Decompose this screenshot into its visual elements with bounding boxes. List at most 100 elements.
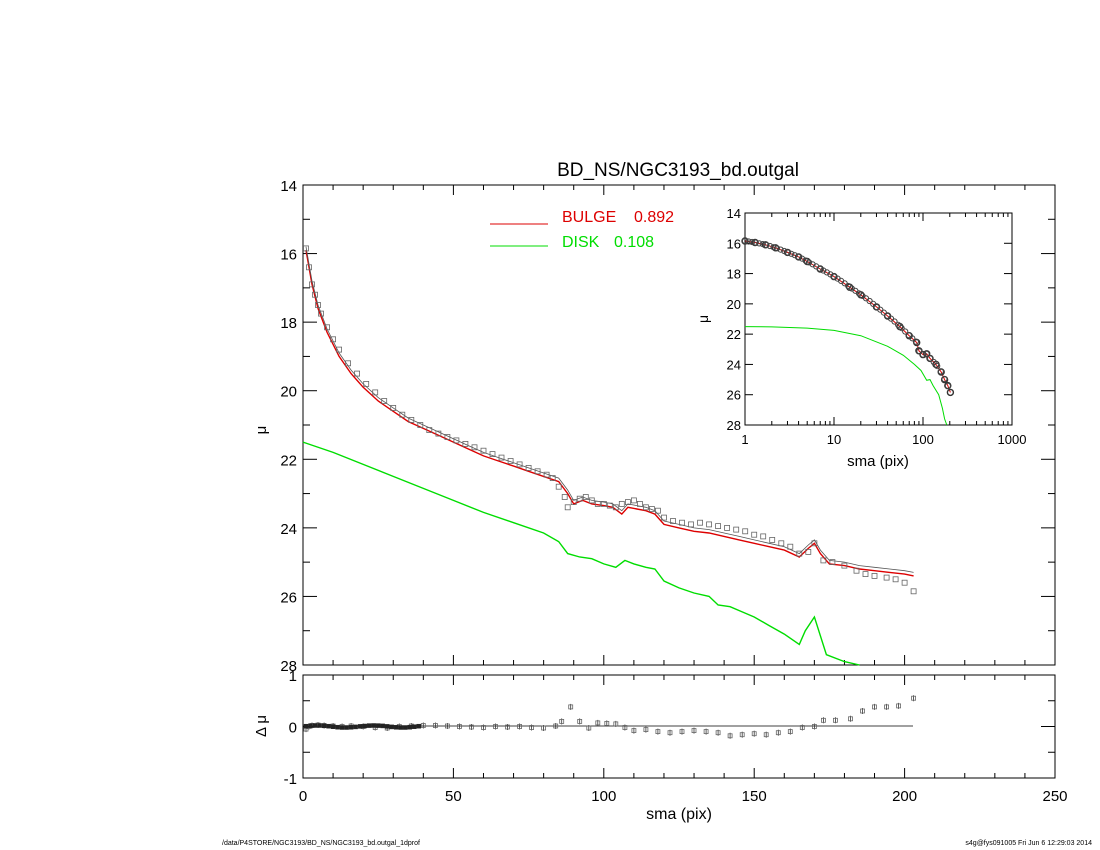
profile-point [769,537,776,543]
profile-point [715,523,721,529]
residual-point [468,724,474,730]
main-ytick-label: 28 [280,658,297,675]
inset-profile-point [870,300,877,307]
profile-point [796,550,803,557]
inset-ytick-label: 18 [727,267,741,282]
profile-point [306,264,312,271]
disk-line [302,441,860,666]
inset-xtick-label: 1000 [998,432,1027,447]
inset-profile-point [784,249,791,256]
residual-point [631,728,637,733]
inset-profile-point [923,350,930,357]
residual-point [389,724,394,730]
chart-legend: BULGE 0.892 DISK 0.108 [490,209,674,251]
profile-point [625,499,631,506]
residual-point [407,724,413,730]
main-ylabel: μ [253,426,270,435]
inset-profile-series [741,237,955,397]
residual-point [403,725,408,730]
profile-point [372,389,379,396]
residual-point [848,716,853,722]
inset-axis-ticks: 14 16 18 20 22 24 26 281 10 100 1000 [727,206,1027,447]
profile-point [312,291,318,298]
profile-point [811,540,818,547]
profile-point [480,447,487,454]
bulge-series [305,249,914,577]
profile-point [381,398,388,404]
residual-point [444,723,450,729]
inset-profile-point [749,238,756,246]
residual-ytick-label: 1 [289,668,297,685]
profile-point [805,549,812,555]
residual-ytick-label: -1 [284,771,297,788]
residual-xlabel: sma (pix) [646,806,712,823]
inset-plot-frame [744,212,1013,426]
inset-profile-point [795,253,802,260]
profile-point [363,380,370,387]
residual-point [326,723,331,729]
profile-point [408,416,415,423]
inset-profile-point [791,252,798,259]
inset-profile-point [770,244,777,251]
residual-point [622,725,628,730]
profile-point [649,506,655,512]
residual-point [799,725,805,730]
inset-profile-point [895,321,902,328]
profile-point [576,495,583,502]
inset-ytick-label: 16 [727,236,741,251]
profile-point [892,576,899,583]
main-ytick-label: 22 [280,452,297,469]
profile-point [631,497,637,504]
residual-point [911,695,916,701]
inset-profile-point [902,328,909,335]
inset-profile-point [781,247,788,255]
profile-point [426,427,433,434]
residual-point [312,723,318,728]
inset-profile-point [766,242,774,250]
inset-disk-series [744,326,948,426]
residual-point [481,725,486,730]
residual-point [872,704,877,710]
profile-point [751,531,758,538]
profile-point [498,454,505,461]
profile-point [679,519,685,526]
residual-point [357,724,363,729]
residual-point [595,720,601,726]
profile-point [871,573,878,579]
residual-point [553,723,559,729]
inset-plot-panel: 14 16 18 20 22 24 26 281 10 100 1000 sma (pix) μ [695,206,1026,470]
residual-point [362,723,367,729]
inset-ytick-label: 24 [727,357,741,372]
inset-profile-point [752,239,759,246]
residual-point [308,723,313,728]
inset-profile-point [759,241,766,248]
residual-point [739,732,745,738]
residual-point [727,733,733,739]
inset-profile-point [806,259,813,266]
residual-ylabel: Δ μ [253,715,270,737]
profile-point [742,528,749,535]
residual-point [703,729,709,734]
inset-profile-point [937,368,944,375]
inset-profile-point [946,388,955,397]
profile-point [612,504,619,511]
bulge-line [305,249,914,577]
footer-timestamp: s4g@fys091005 Fri Jun 6 12:29:03 2014 [965,840,1092,847]
profile-point [309,281,315,288]
residual-point [751,731,757,737]
inset-disk-line [744,326,948,426]
residual-point [541,725,546,731]
profile-point [525,464,532,471]
profile-point [462,440,469,447]
inset-profile-point [802,257,809,264]
inset-profile-point [912,338,920,345]
profile-point [637,500,643,507]
residual-point [330,724,336,729]
residual-point [412,724,417,729]
residual-point [679,729,685,734]
profile-point [901,579,908,586]
profile-point [618,500,625,507]
residual-point [763,732,769,738]
